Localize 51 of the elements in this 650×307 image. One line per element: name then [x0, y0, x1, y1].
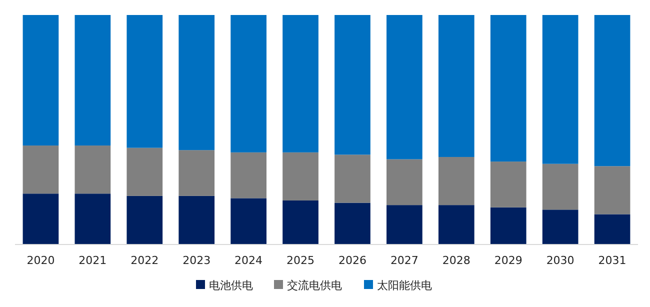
bar: [74, 15, 111, 146]
bar: [542, 164, 578, 210]
x-tick-label: 2021: [78, 254, 107, 267]
bar: [334, 154, 370, 203]
bar: [490, 162, 526, 208]
x-tick-label: 2026: [338, 254, 366, 267]
bar: [282, 200, 318, 244]
x-tick-label: 2022: [130, 254, 159, 267]
bar: [230, 152, 266, 198]
x-tick-label: 2029: [494, 254, 522, 267]
bar: [230, 15, 266, 152]
bar: [178, 150, 215, 196]
x-tick-label: 2025: [286, 254, 315, 267]
x-tick-label: 2023: [182, 254, 211, 267]
bar: [594, 15, 630, 166]
bar: [178, 196, 215, 244]
bar: [594, 214, 630, 244]
bar: [386, 15, 422, 160]
x-tick-label: 2027: [390, 254, 418, 267]
bar: [386, 205, 422, 244]
bar: [230, 198, 266, 244]
bar: [282, 152, 318, 200]
bar: [22, 194, 59, 244]
bar: [438, 205, 474, 244]
bar: [22, 15, 59, 146]
bar: [542, 15, 578, 164]
bar: [594, 166, 630, 214]
x-tick-label: 2031: [598, 254, 626, 267]
bar: [126, 196, 163, 244]
bar: [126, 15, 163, 148]
bar: [438, 156, 474, 206]
legend-label: 电池供电: [209, 279, 253, 292]
bar: [542, 210, 578, 244]
bar: [490, 15, 526, 162]
bar: [126, 148, 163, 196]
legend-label: 交流电供电: [287, 279, 342, 292]
x-tick-label: 2030: [546, 254, 574, 267]
bar: [178, 15, 215, 150]
legend-label: 太阳能供电: [377, 279, 432, 292]
bar: [386, 159, 422, 206]
bar: [74, 194, 111, 244]
x-tick-label: 2028: [442, 254, 470, 267]
bar: [334, 202, 370, 244]
bar: [22, 146, 59, 194]
x-tick-label: 2024: [234, 254, 263, 267]
bar: [438, 15, 474, 157]
x-tick-label: 2020: [26, 254, 55, 267]
bar: [334, 15, 370, 155]
bar: [74, 146, 111, 194]
bar: [282, 15, 318, 152]
bar: [490, 207, 526, 244]
